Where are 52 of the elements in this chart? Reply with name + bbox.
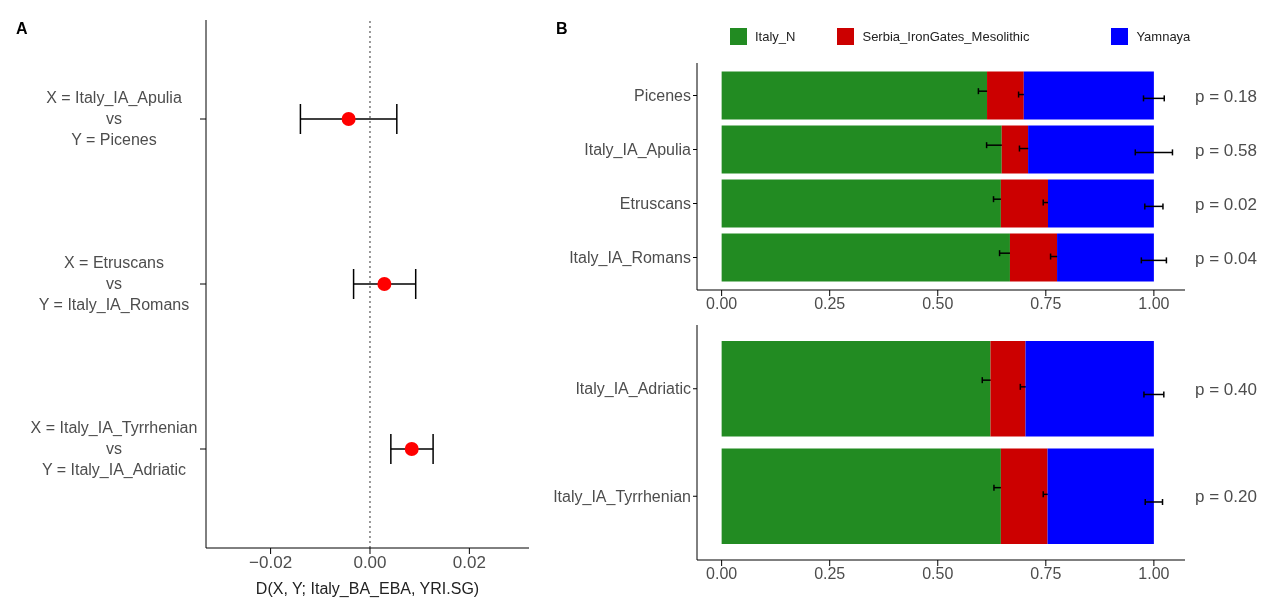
text: p = 0.40 — [1195, 379, 1257, 399]
y-tick-label: Italy_IA_Tyrrhenian — [553, 487, 691, 506]
text: B — [556, 20, 568, 38]
y-tick-label: X = Etruscans vs Y = Italy_IA_Romans — [38, 254, 190, 314]
x-tick-label: 0.25 — [814, 295, 846, 313]
bar — [721, 179, 1001, 228]
bar — [1047, 179, 1154, 228]
text: p = 0.58 — [1195, 140, 1257, 160]
x-tick-label: 0.75 — [1030, 565, 1062, 583]
bar — [1025, 341, 1154, 437]
bar — [990, 341, 1026, 437]
y-tick-label: Italy_IA_Romans — [569, 249, 691, 268]
text: p = 0.20 — [1195, 487, 1257, 507]
legend-label: Serbia_IronGates_Mesolithic — [862, 29, 1030, 44]
x-tick-label: 1.00 — [1138, 295, 1170, 313]
bar — [721, 71, 988, 120]
y-tick-label: X = Italy_IA_Tyrrhenian vs Y = Italy_IA_Adriatic — [30, 419, 198, 479]
text: A — [16, 20, 28, 38]
y-tick-label: Etruscans — [619, 195, 691, 213]
bar — [1009, 233, 1058, 282]
x-tick-label: 0.00 — [353, 553, 387, 573]
bar — [1023, 71, 1154, 120]
x-tick-label: 1.00 — [1138, 565, 1170, 583]
legend-label: Italy_N — [755, 29, 796, 44]
text: p = 0.04 — [1195, 248, 1257, 268]
x-axis-title: D(X, Y; Italy_BA_EBA, YRI.SG) — [255, 580, 480, 598]
x-tick-label: 0.50 — [922, 295, 954, 313]
bar — [721, 125, 1002, 174]
bar — [1001, 125, 1029, 174]
bar — [721, 448, 1001, 544]
x-tick-label: 0.00 — [706, 295, 738, 313]
bar — [1057, 233, 1154, 282]
bar — [987, 71, 1024, 120]
x-tick-label: 0.02 — [452, 553, 486, 573]
text: p = 0.02 — [1195, 194, 1257, 214]
text: p = 0.18 — [1195, 86, 1257, 106]
x-tick-label: 0.25 — [814, 565, 846, 583]
y-tick-label: Italy_IA_Apulia — [584, 141, 692, 160]
bar — [721, 341, 991, 437]
bar — [721, 233, 1010, 282]
legend-label: Yamnaya — [1136, 29, 1191, 44]
y-tick-label: Italy_IA_Adriatic — [575, 380, 691, 399]
y-tick-label: Picenes — [634, 87, 691, 105]
bar — [1000, 448, 1048, 544]
x-tick-label: −0.02 — [249, 553, 293, 573]
x-tick-label: 0.00 — [706, 565, 738, 583]
x-tick-label: 0.75 — [1030, 295, 1062, 313]
bar — [1028, 125, 1154, 174]
x-tick-label: 0.50 — [922, 565, 954, 583]
bar — [1000, 179, 1048, 228]
y-tick-label: X = Italy_IA_Apulia vs Y = Picenes — [46, 89, 182, 148]
bar — [1047, 448, 1154, 544]
